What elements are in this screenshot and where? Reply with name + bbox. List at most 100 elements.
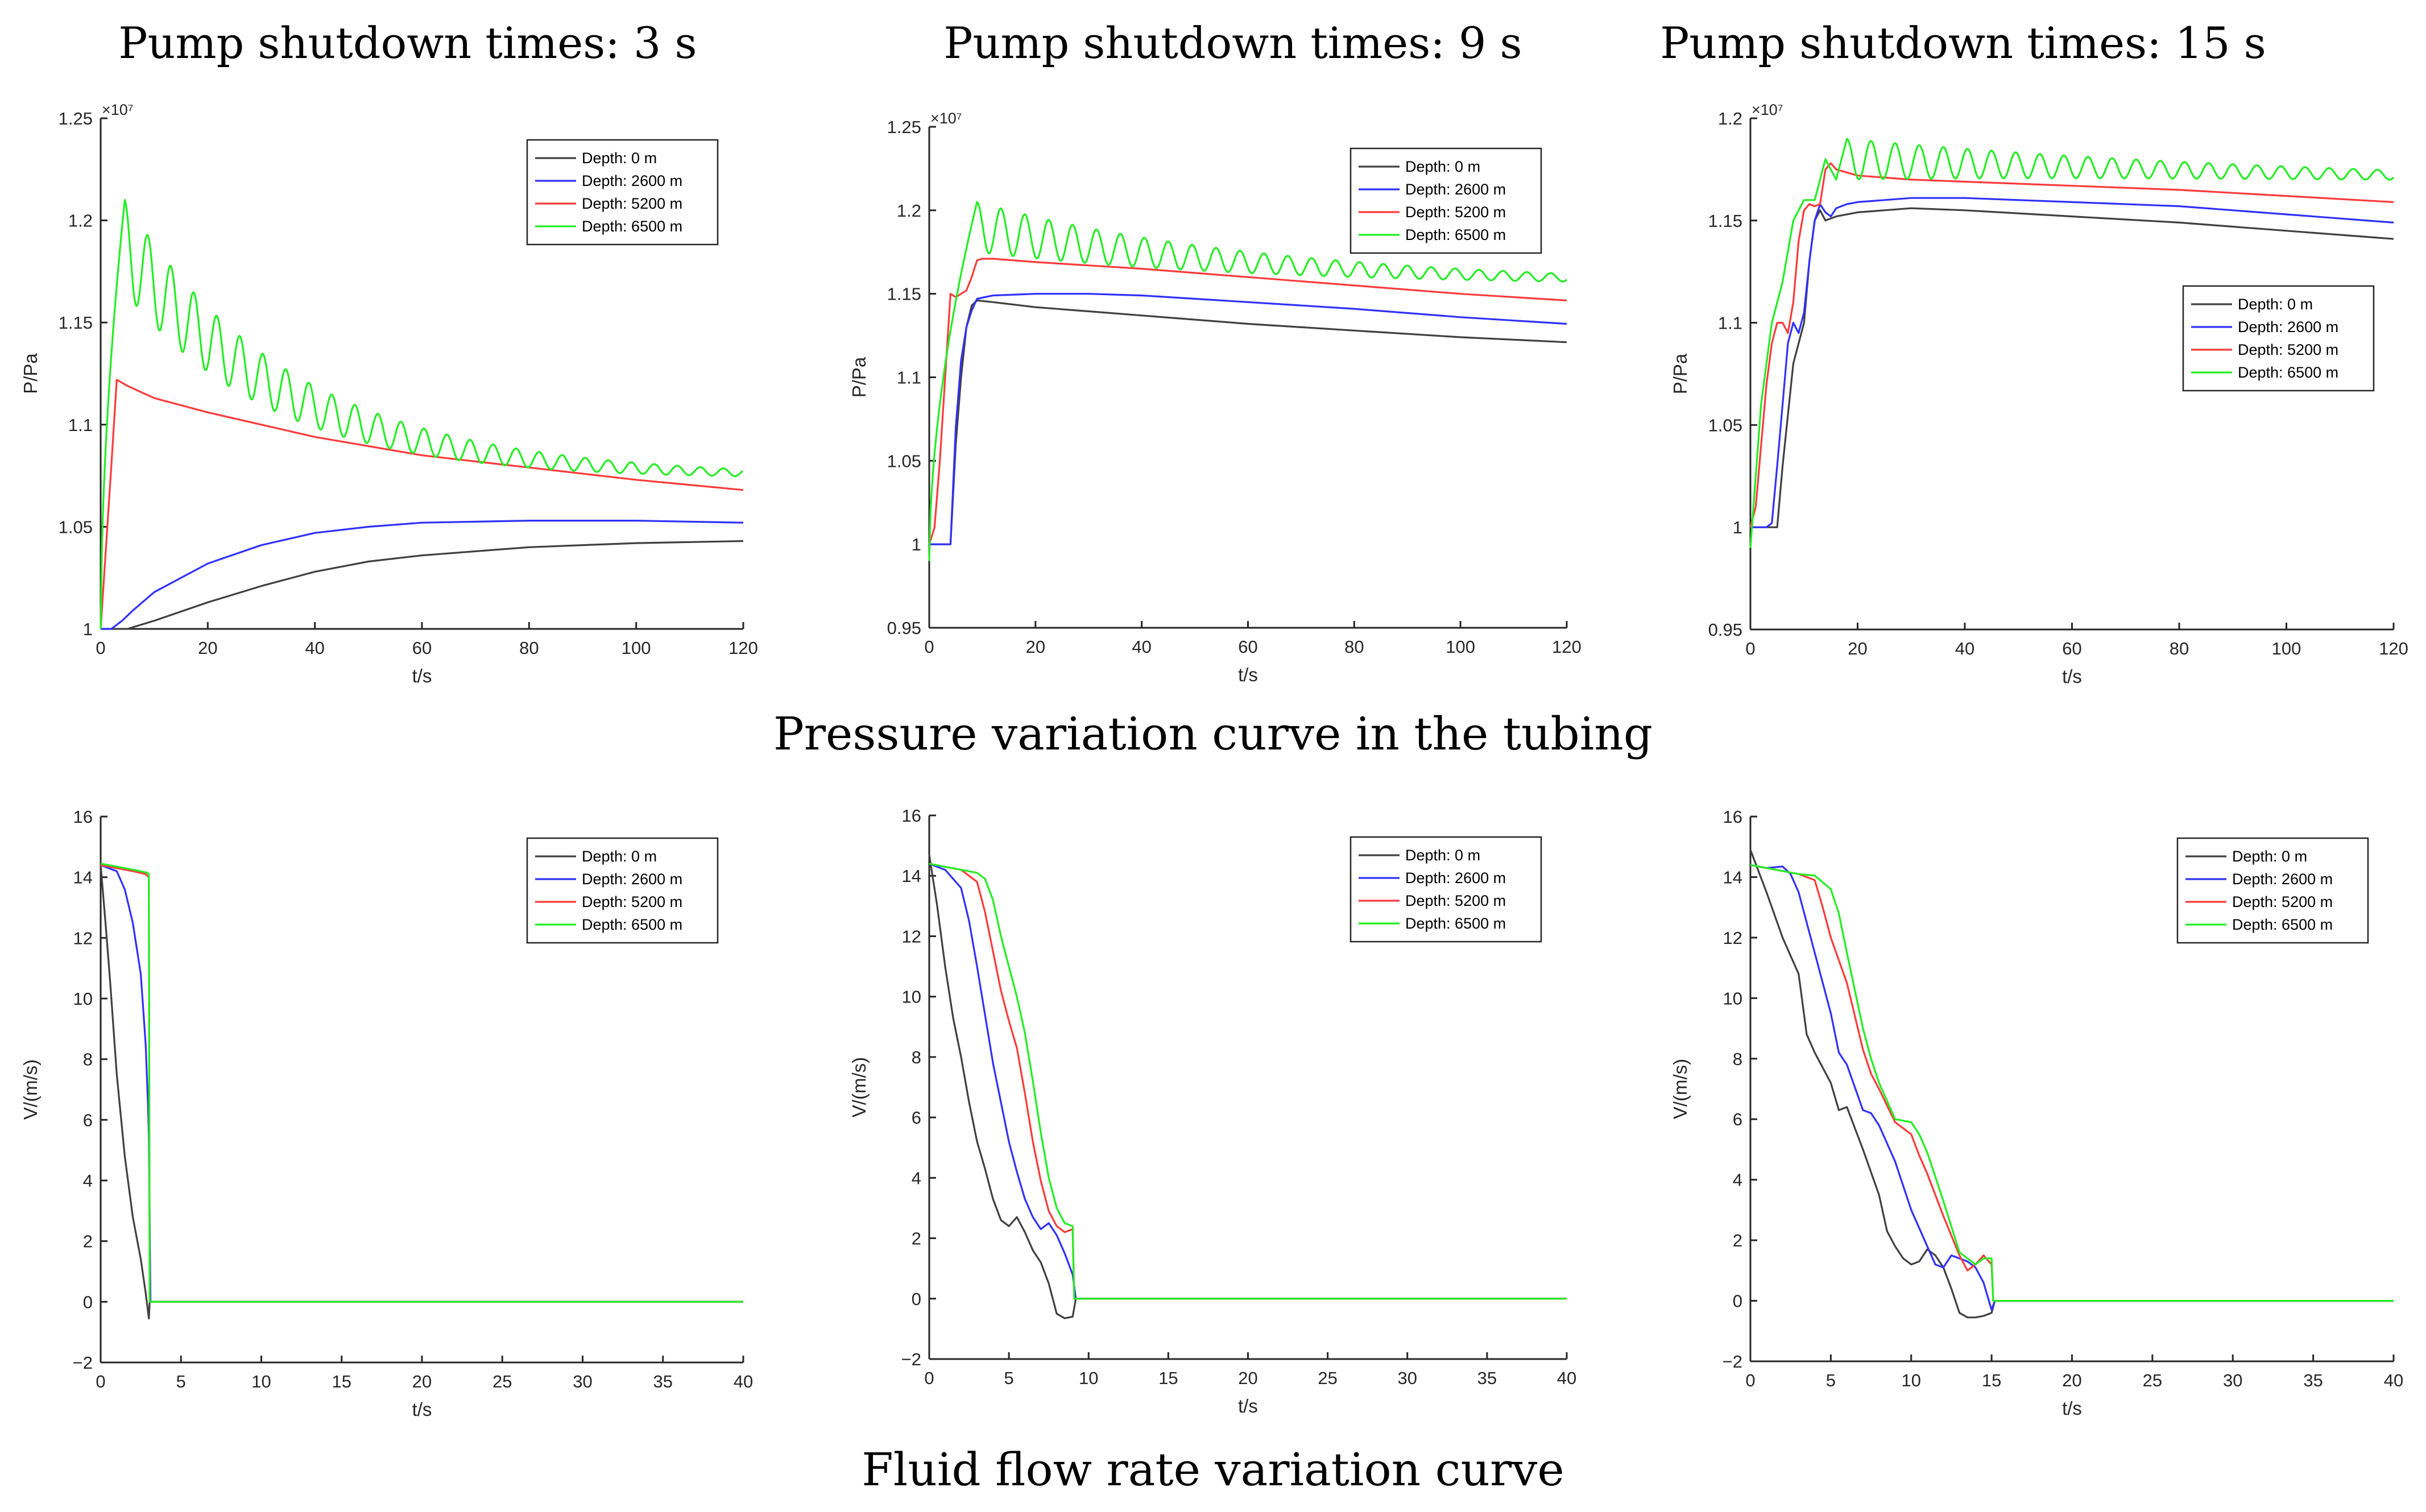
legend: Depth: 0 m Depth: 2600 m Depth: 5200 m Dept… <box>1349 147 1542 254</box>
series-line-depth-5200-m <box>1749 162 2394 528</box>
x-tick-label: 15 <box>332 1372 351 1391</box>
x-tick-label: 15 <box>1982 1370 2001 1390</box>
series-line-depth-2600-m <box>101 519 744 630</box>
y-tick-label: 1.2 <box>68 211 93 231</box>
y-tick-label: 1 <box>1733 517 1742 537</box>
y-tick-label: 8 <box>83 1050 93 1070</box>
series-line-depth-0-m <box>101 540 744 630</box>
y-tick-label: 1 <box>83 619 93 639</box>
x-tick-label: 20 <box>1238 1368 1257 1388</box>
y-tick-label: 1.15 <box>1708 211 1742 231</box>
series-line-depth-0-m <box>1750 207 2394 528</box>
legend-entry: Depth: 5200 m <box>1405 892 1506 909</box>
y-tick-label: 14 <box>1723 867 1742 887</box>
x-tick-label: 80 <box>2170 639 2189 658</box>
chart-v9: 0 5 10 15 20 25 30 35 40−20246810121416t/sV/(m/s… <box>848 806 1576 1416</box>
x-tick-label: 35 <box>653 1372 673 1391</box>
y-tick-label: 1.05 <box>59 517 93 537</box>
x-axis-label: t/s <box>2062 1398 2082 1419</box>
legend: Depth: 0 m Depth: 2600 m Depth: 5200 m Dept… <box>2176 837 2369 944</box>
chart-title: Pump shutdown times: 15 s <box>1660 18 2266 68</box>
y-tick-label: 12 <box>1723 928 1742 948</box>
x-tick-label: 30 <box>1398 1368 1417 1388</box>
x-axis-label: t/s <box>1238 664 1258 685</box>
y-tick-label: 0.95 <box>1708 620 1742 640</box>
y-tick-label: 1.1 <box>1718 313 1742 333</box>
x-tick-label: 120 <box>728 638 758 658</box>
series-line-depth-6500-m <box>1750 864 2394 1302</box>
x-tick-label: 35 <box>2303 1370 2322 1390</box>
chart-title: Pump shutdown times: 3 s <box>118 18 697 68</box>
y-tick-label: 16 <box>73 807 93 827</box>
x-tick-label: 40 <box>1557 1368 1576 1388</box>
series-line-depth-0-m <box>1749 849 2394 1319</box>
y-tick-label: −2 <box>73 1353 93 1373</box>
y-axis-label: V/(m/s) <box>848 1057 870 1117</box>
x-tick-label: 40 <box>2384 1370 2403 1390</box>
y-tick-label: 1.2 <box>897 201 921 221</box>
series-line-depth-2600-m <box>929 863 1567 1300</box>
x-tick-label: 20 <box>412 1372 432 1391</box>
x-tick-label: 100 <box>2272 639 2301 658</box>
x-tick-label: 15 <box>1158 1368 1178 1388</box>
legend-entry: Depth: 6500 m <box>1405 915 1506 932</box>
series-line-depth-5200-m <box>929 863 1567 1300</box>
chart-p9: Pump shutdown times: 9 s 0 20 40 60 80 100 120 0… <box>848 18 1582 685</box>
y-tick-label: 1 <box>912 535 921 554</box>
legend: Depth: 0 m Depth: 2600 m Depth: 5200 m Dept… <box>2182 285 2375 392</box>
series-line-depth-6500-m <box>100 199 744 629</box>
legend: Depth: 0 m Depth: 2600 m Depth: 5200 m Dept… <box>526 139 719 246</box>
legend: Depth: 0 m Depth: 2600 m Depth: 5200 m Dept… <box>1349 836 1542 943</box>
y-tick-label: 1.2 <box>1718 109 1742 129</box>
y-tick-label: 8 <box>912 1047 921 1067</box>
legend-entry: Depth: 0 m <box>1405 158 1480 175</box>
y-tick-label: 0.95 <box>887 618 921 638</box>
x-tick-label: 5 <box>1826 1370 1836 1390</box>
legend-entry: Depth: 0 m <box>2232 848 2307 865</box>
x-tick-label: 40 <box>1132 637 1151 657</box>
legend-entry: Depth: 0 m <box>2238 296 2313 313</box>
y-tick-label: 2 <box>1733 1231 1742 1250</box>
x-tick-label: 20 <box>1848 639 1867 658</box>
legend-entry: Depth: 2600 m <box>2238 318 2338 335</box>
x-tick-label: 0 <box>924 637 934 657</box>
legend-entry: Depth: 6500 m <box>2238 364 2338 381</box>
series-line-depth-2600-m <box>1750 864 2394 1311</box>
y-tick-label: 12 <box>902 926 921 946</box>
y-tick-label: 6 <box>912 1108 921 1128</box>
legend-entry: Depth: 2600 m <box>1405 181 1506 198</box>
series-line-depth-6500-m <box>928 201 1567 561</box>
y-tick-label: 16 <box>902 806 921 826</box>
y-tick-label: 16 <box>1723 807 1742 827</box>
legend-entry: Depth: 2600 m <box>1405 869 1506 887</box>
x-tick-label: 25 <box>1318 1368 1337 1388</box>
y-axis-label: P/Pa <box>1670 353 1691 394</box>
legend-entry: Depth: 6500 m <box>582 218 682 235</box>
y-tick-label: 6 <box>1733 1109 1742 1129</box>
series-line-depth-6500-m <box>100 863 743 1303</box>
y-axis-label: V/(m/s) <box>20 1059 41 1120</box>
legend: Depth: 0 m Depth: 2600 m Depth: 5200 m Dept… <box>526 837 719 944</box>
y-tick-label: 1.15 <box>59 313 93 333</box>
x-axis-label: t/s <box>2062 666 2082 687</box>
y-tick-label: 1.1 <box>897 368 921 388</box>
legend-entry: Depth: 2600 m <box>582 871 682 888</box>
series-line-depth-0-m <box>928 854 1567 1319</box>
legend-entry: Depth: 5200 m <box>582 195 682 212</box>
x-tick-label: 20 <box>1026 637 1045 657</box>
chart-p3: Pump shutdown times: 3 s 0 20 40 60 80 100 120 1… <box>20 18 758 686</box>
y-tick-label: 2 <box>912 1229 921 1249</box>
x-tick-label: 30 <box>573 1372 592 1391</box>
x-tick-label: 5 <box>176 1372 186 1391</box>
x-tick-label: 20 <box>2062 1370 2081 1390</box>
x-axis-label: t/s <box>1238 1395 1258 1416</box>
y-tick-label: 1.1 <box>68 415 93 435</box>
caption-pressure: Pressure variation curve in the tubing <box>773 707 1653 760</box>
x-tick-label: 40 <box>305 638 324 658</box>
y-axis-label: V/(m/s) <box>1670 1059 1691 1119</box>
x-tick-label: 10 <box>1079 1368 1098 1388</box>
x-tick-label: 100 <box>622 638 651 658</box>
y-axis-label: P/Pa <box>848 357 870 397</box>
y-tick-label: 4 <box>1733 1170 1742 1190</box>
y-tick-label: 10 <box>902 987 921 1007</box>
